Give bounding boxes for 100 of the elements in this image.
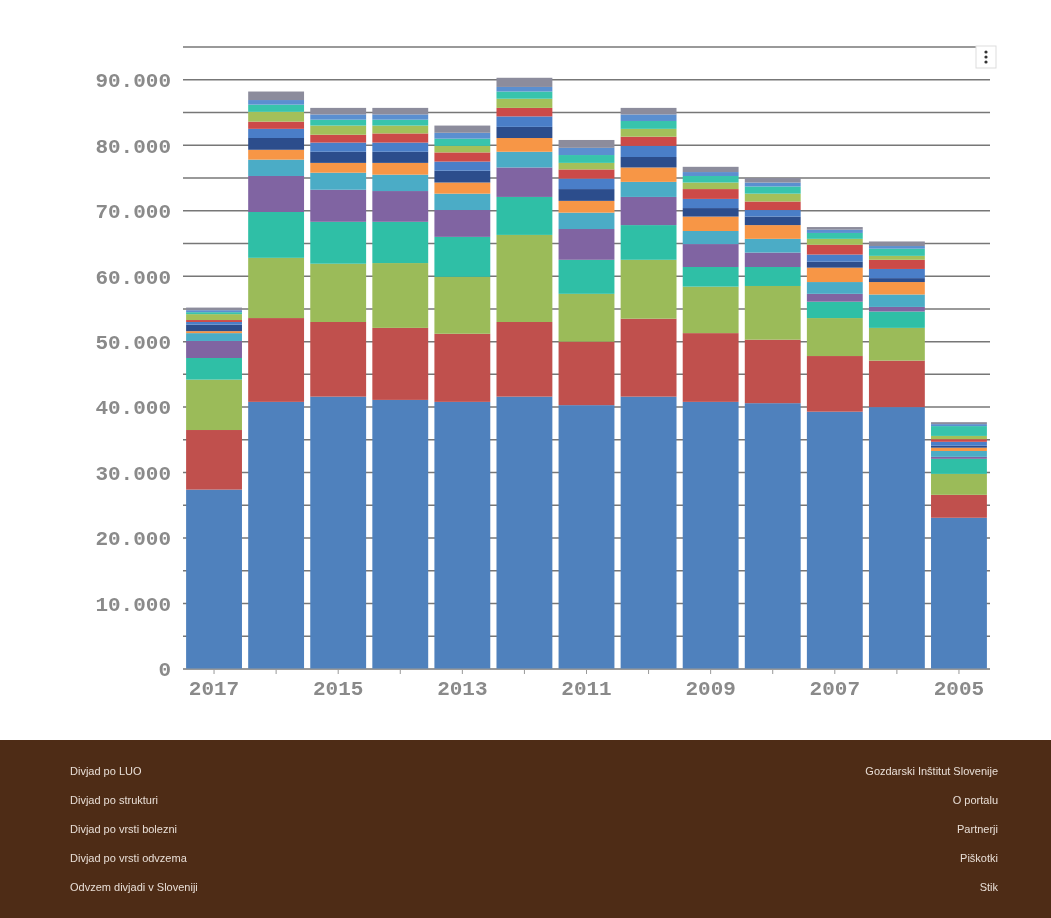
bar bbox=[186, 340, 242, 358]
bar bbox=[620, 225, 677, 260]
bar bbox=[558, 169, 615, 179]
bar bbox=[868, 306, 925, 312]
bar bbox=[434, 125, 491, 133]
bar bbox=[620, 259, 677, 319]
bar bbox=[558, 189, 615, 201]
bar bbox=[186, 430, 242, 490]
bar bbox=[496, 107, 553, 117]
y-tick-label: 90.000 bbox=[95, 70, 171, 94]
bar bbox=[868, 278, 925, 283]
bar bbox=[682, 216, 739, 231]
x-tick-label: 2017 bbox=[188, 678, 240, 701]
bar bbox=[372, 114, 429, 120]
bar bbox=[682, 189, 739, 199]
bar bbox=[744, 201, 801, 211]
bar bbox=[744, 403, 801, 669]
bar bbox=[434, 276, 491, 334]
bar bbox=[868, 241, 925, 247]
bar bbox=[434, 145, 491, 153]
bar bbox=[434, 210, 491, 237]
bar bbox=[310, 134, 367, 143]
bar bbox=[248, 401, 305, 669]
bar bbox=[248, 175, 305, 212]
bar bbox=[744, 285, 801, 340]
bar bbox=[806, 356, 863, 412]
bar bbox=[868, 259, 925, 269]
bar bbox=[744, 177, 801, 183]
bar bbox=[248, 111, 305, 122]
bar bbox=[558, 155, 615, 163]
bar bbox=[868, 360, 925, 408]
bar bbox=[372, 107, 429, 115]
bar bbox=[744, 252, 801, 267]
bar bbox=[682, 286, 739, 334]
bar bbox=[620, 136, 677, 146]
bar bbox=[434, 138, 491, 146]
bar bbox=[931, 441, 987, 446]
text: Gozdarski Inštitut Slovenije bbox=[865, 765, 998, 777]
bar bbox=[806, 301, 863, 319]
bar bbox=[931, 450, 987, 457]
bar bbox=[682, 244, 739, 267]
bar bbox=[310, 142, 367, 152]
bar bbox=[310, 172, 367, 190]
bar bbox=[682, 166, 739, 173]
bar bbox=[682, 266, 739, 287]
bar bbox=[248, 159, 305, 176]
bar bbox=[931, 439, 987, 442]
bar bbox=[310, 321, 367, 397]
bar bbox=[496, 138, 553, 152]
bar bbox=[744, 225, 801, 239]
bar bbox=[931, 494, 987, 518]
bar bbox=[558, 200, 615, 213]
bar bbox=[806, 238, 863, 245]
bar bbox=[186, 333, 242, 341]
bar bbox=[682, 208, 739, 217]
bar bbox=[868, 294, 925, 307]
bar bbox=[868, 268, 925, 279]
x-tick-label: 2013 bbox=[437, 678, 488, 701]
bar bbox=[434, 182, 491, 194]
y-tick-label: 10.000 bbox=[95, 593, 171, 617]
bar bbox=[186, 489, 242, 669]
bar bbox=[806, 261, 863, 268]
bar bbox=[248, 104, 305, 112]
bar bbox=[931, 435, 987, 440]
bar bbox=[558, 293, 615, 342]
bar bbox=[682, 333, 739, 402]
bar bbox=[931, 458, 987, 474]
bar bbox=[620, 196, 677, 226]
bar bbox=[868, 255, 925, 260]
bar bbox=[620, 181, 677, 197]
bar bbox=[248, 318, 305, 402]
bar bbox=[931, 517, 987, 669]
bar bbox=[620, 167, 677, 182]
bar bbox=[682, 182, 739, 190]
bar bbox=[372, 162, 429, 175]
bar bbox=[434, 401, 491, 669]
bar bbox=[310, 221, 367, 264]
bar bbox=[496, 91, 553, 99]
bar bbox=[806, 411, 863, 669]
bar bbox=[868, 248, 925, 256]
bar bbox=[248, 211, 305, 258]
bar bbox=[744, 238, 801, 253]
text: Stik bbox=[979, 881, 999, 893]
bar bbox=[744, 193, 801, 202]
bar bbox=[868, 311, 925, 328]
bar bbox=[434, 132, 491, 139]
bar bbox=[310, 263, 367, 322]
bar bbox=[186, 324, 242, 332]
bar bbox=[868, 327, 925, 361]
bar bbox=[558, 139, 615, 148]
bar bbox=[744, 266, 801, 286]
bar bbox=[310, 119, 367, 126]
bar bbox=[372, 133, 429, 143]
text: Divjad po LUO bbox=[70, 765, 142, 777]
bar bbox=[682, 230, 739, 245]
text: Divjad po vrsti odvzema bbox=[70, 852, 188, 864]
bar bbox=[372, 327, 429, 400]
bar bbox=[372, 142, 429, 152]
bar bbox=[434, 236, 491, 277]
y-tick-label: 70.000 bbox=[95, 201, 171, 225]
